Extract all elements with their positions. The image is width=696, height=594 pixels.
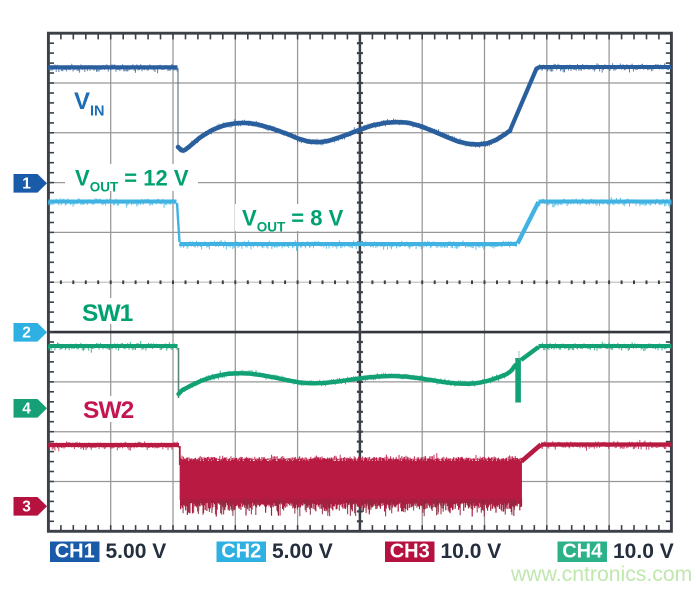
svg-text:2: 2 [22, 325, 31, 342]
svg-text:www.cntronics.com: www.cntronics.com [510, 563, 692, 586]
svg-text:CH2: CH2 [221, 541, 261, 563]
svg-text:5.00 V: 5.00 V [106, 540, 167, 563]
svg-text:SW2: SW2 [83, 397, 134, 424]
svg-text:CH1: CH1 [55, 541, 95, 563]
svg-text:CH4: CH4 [562, 541, 603, 563]
svg-text:10.0 V: 10.0 V [613, 540, 674, 563]
svg-text:VIN: VIN [74, 88, 105, 120]
svg-text:3: 3 [22, 499, 31, 516]
svg-text:10.0 V: 10.0 V [441, 540, 502, 563]
svg-text:4: 4 [22, 401, 31, 418]
svg-text:CH3: CH3 [390, 541, 430, 563]
svg-text:5.00 V: 5.00 V [272, 540, 333, 563]
svg-text:SW1: SW1 [82, 300, 133, 327]
svg-text:1: 1 [22, 176, 31, 193]
